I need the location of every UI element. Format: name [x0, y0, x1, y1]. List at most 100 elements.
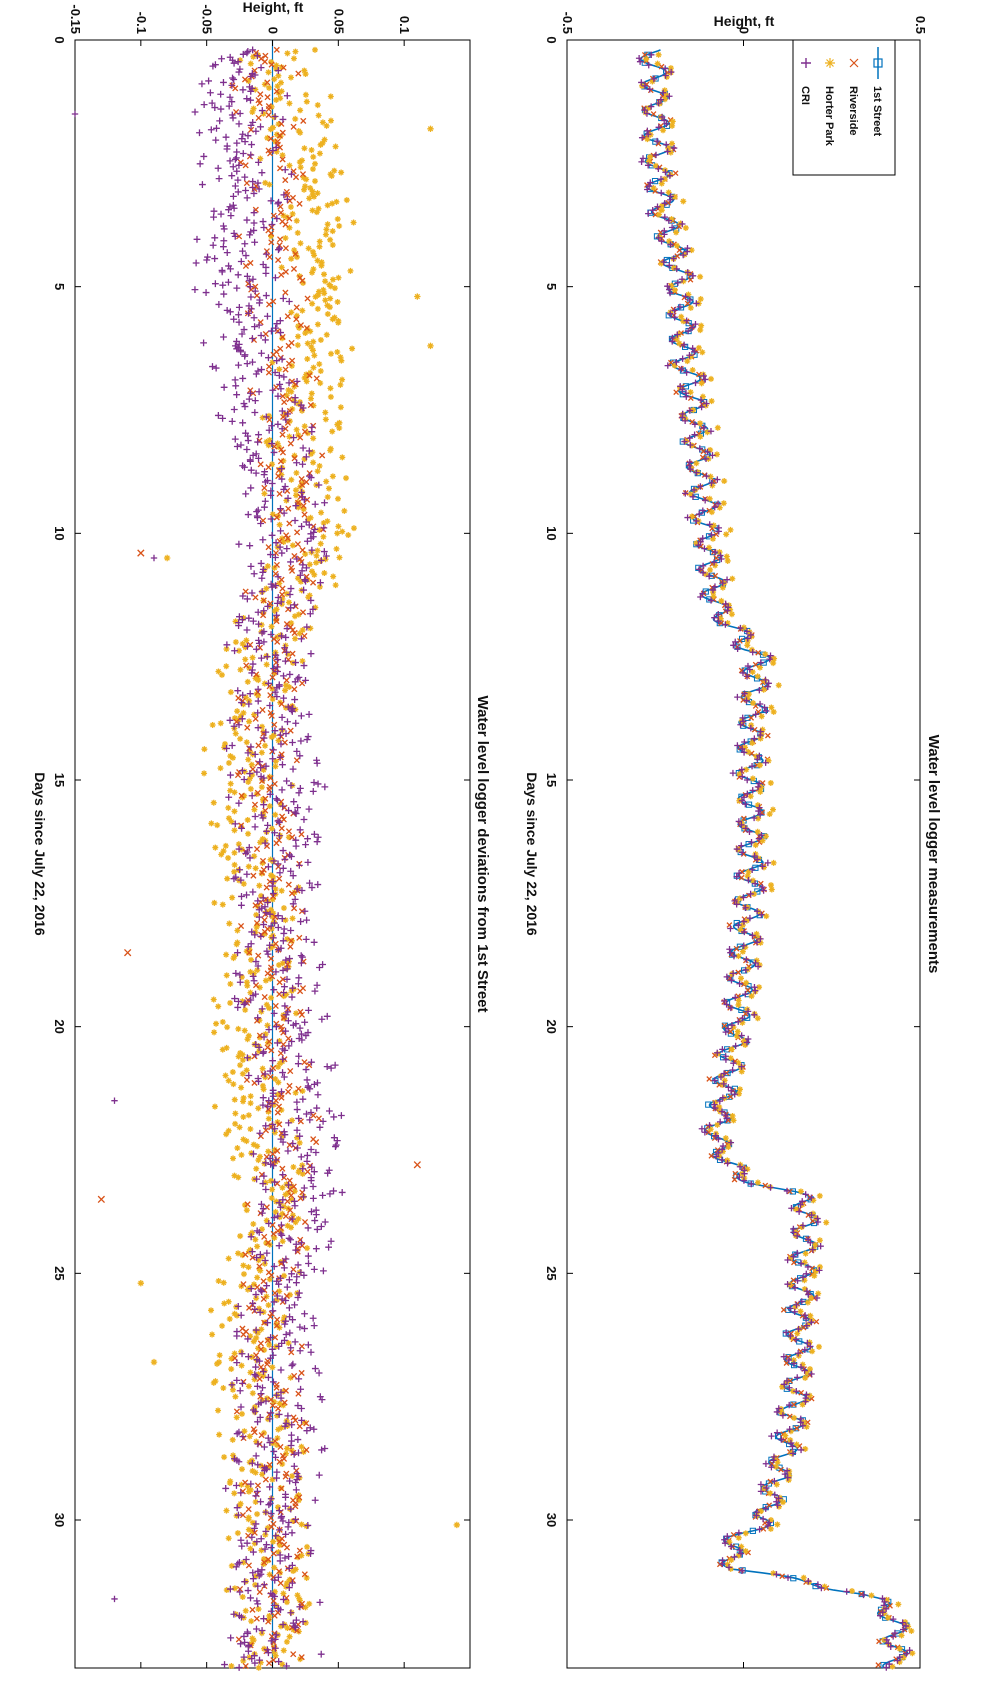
point-horter-park [755, 815, 762, 822]
point-horter-park [248, 956, 255, 963]
point-horter-park [255, 1371, 262, 1378]
point-cri [279, 1055, 287, 1063]
point-cri [266, 1483, 274, 1491]
point-cri [270, 1378, 277, 1386]
point-riverside [274, 1147, 281, 1155]
point-cri [681, 438, 688, 445]
point-riverside [257, 461, 264, 468]
point-horter-park [245, 1488, 252, 1495]
point-cri [305, 710, 313, 718]
point-cri [247, 96, 254, 104]
point-cri [265, 426, 273, 434]
point-horter-park [671, 287, 678, 294]
point-cri [220, 237, 228, 245]
point-horter-park [252, 675, 259, 682]
point-cri [251, 931, 259, 939]
point-cri [773, 1408, 781, 1416]
point-horter-park [735, 997, 742, 1004]
point-horter-park [708, 398, 715, 405]
point-riverside [269, 674, 276, 681]
legend-label-first-street: 1st Street [871, 86, 883, 136]
point-cri [687, 466, 694, 473]
point-riverside [299, 171, 307, 178]
point-riverside [752, 661, 759, 668]
point-cri [233, 167, 241, 175]
point-cri [274, 1039, 281, 1047]
point-horter-park [293, 469, 300, 476]
point-horter-park [285, 1189, 292, 1196]
outlier-horter-park [137, 1280, 145, 1287]
point-cri [285, 379, 293, 387]
point-cri [239, 616, 246, 624]
point-horter-park [849, 1588, 856, 1595]
point-cri [259, 568, 267, 576]
point-horter-park [759, 726, 766, 733]
point-horter-park [250, 53, 257, 60]
point-riverside [286, 396, 293, 403]
point-cri [245, 700, 253, 708]
point-riverside [261, 58, 268, 65]
point-cri [249, 335, 256, 342]
point-cri [236, 971, 244, 979]
point-horter-park [234, 1530, 241, 1537]
point-horter-park [233, 1414, 240, 1421]
y-tick-label: -0.1 [134, 12, 149, 34]
point-horter-park [249, 1467, 256, 1474]
point-riverside [277, 165, 284, 172]
point-horter-park [665, 189, 672, 196]
point-cri [757, 935, 764, 943]
point-cri [235, 311, 242, 319]
point-horter-park [292, 1566, 299, 1573]
point-cri [291, 1622, 299, 1630]
point-cri [307, 474, 315, 481]
point-cri [783, 1187, 791, 1195]
point-cri [267, 1334, 274, 1341]
point-cri [727, 925, 734, 932]
point-horter-park [327, 385, 334, 392]
point-cri [236, 866, 244, 874]
point-cri [817, 1243, 824, 1250]
point-horter-park [321, 570, 328, 577]
point-horter-park [208, 820, 215, 827]
point-horter-park [214, 1360, 221, 1367]
point-horter-park [797, 1188, 804, 1195]
y-tick-label: 0.5 [913, 16, 928, 34]
point-riverside [310, 1112, 317, 1119]
point-cri [304, 835, 311, 843]
point-cri [243, 95, 251, 103]
point-cri [767, 1184, 774, 1191]
point-horter-park [760, 686, 767, 693]
point-horter-park [734, 1033, 741, 1040]
point-horter-park [280, 1388, 287, 1395]
outlier-cri [71, 110, 79, 118]
point-cri [790, 1229, 797, 1236]
point-cri [287, 585, 295, 592]
point-horter-park [247, 60, 254, 67]
point-cri [252, 1291, 260, 1298]
point-riverside [276, 144, 284, 151]
point-riverside [278, 1094, 285, 1101]
point-horter-park [328, 350, 335, 357]
point-horter-park [774, 1459, 781, 1466]
point-cri [239, 419, 247, 427]
point-horter-park [238, 1362, 245, 1369]
point-cri [797, 1446, 805, 1454]
point-riverside [300, 502, 307, 509]
point-horter-park [707, 473, 714, 480]
point-cri [338, 1189, 346, 1196]
point-horter-park [239, 998, 246, 1005]
point-cri [256, 1251, 264, 1258]
point-cri [722, 1028, 729, 1036]
point-cri [301, 907, 309, 915]
point-horter-park [265, 1148, 272, 1155]
point-cri [731, 1553, 738, 1561]
point-cri [233, 443, 241, 450]
point-cri [295, 789, 303, 797]
point-horter-park [316, 526, 323, 533]
point-horter-park [261, 1367, 268, 1374]
point-horter-park [738, 1068, 745, 1075]
point-horter-park [266, 1616, 273, 1623]
point-horter-park [667, 65, 674, 72]
point-cri [192, 259, 200, 267]
point-cri [278, 475, 286, 483]
